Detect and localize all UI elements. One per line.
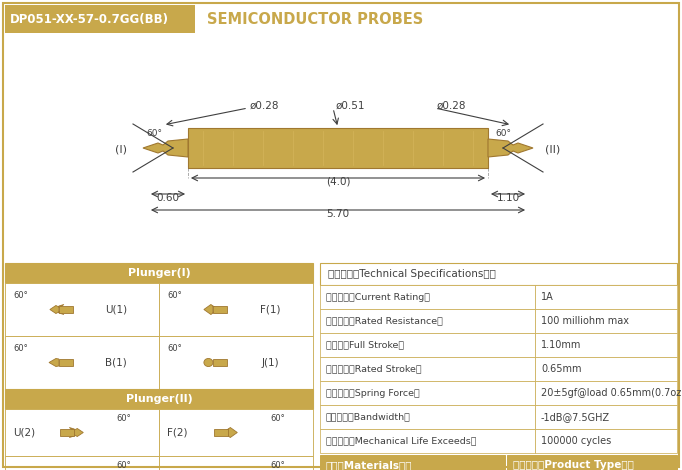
Bar	[535, 429, 677, 453]
Bar	[5, 389, 313, 409]
Text: 成品型号（Product Type）：: 成品型号（Product Type）：	[513, 460, 634, 470]
Bar	[320, 333, 535, 357]
Bar	[535, 285, 677, 309]
Bar	[59, 359, 73, 366]
Bar	[320, 405, 535, 429]
Text: ø0.28: ø0.28	[437, 101, 466, 111]
Text: 60°: 60°	[167, 291, 181, 300]
Text: ø0.28: ø0.28	[250, 101, 280, 111]
Text: 满行程（Full Stroke）: 满行程（Full Stroke）	[326, 340, 404, 350]
Text: 额定弹力（Spring Force）: 额定弹力（Spring Force）	[326, 389, 419, 398]
Bar	[5, 336, 159, 389]
Text: 60°: 60°	[13, 291, 28, 300]
Text: 测试寿命（Mechanical Life Exceeds）: 测试寿命（Mechanical Life Exceeds）	[326, 437, 477, 446]
Polygon shape	[50, 305, 64, 314]
Bar	[320, 429, 535, 453]
Text: 额定行程（Rated Stroke）: 额定行程（Rated Stroke）	[326, 365, 421, 374]
Ellipse shape	[204, 359, 213, 367]
Polygon shape	[70, 428, 83, 438]
Bar	[5, 5, 195, 33]
Bar	[535, 309, 677, 333]
Text: U(1): U(1)	[105, 305, 127, 314]
Bar	[535, 381, 677, 405]
Text: 100 milliohm max: 100 milliohm max	[541, 316, 629, 326]
Text: F(1): F(1)	[260, 305, 280, 314]
Text: 60°: 60°	[116, 461, 131, 470]
Bar	[5, 263, 313, 283]
Text: ø0.51: ø0.51	[336, 101, 366, 111]
Bar	[159, 456, 313, 470]
Text: 技术要求（Technical Specifications）：: 技术要求（Technical Specifications）：	[328, 269, 496, 279]
Text: 材质（Materials）：: 材质（Materials）：	[326, 460, 413, 470]
Text: 额定电流（Current Rating）: 额定电流（Current Rating）	[326, 292, 430, 301]
Bar	[5, 283, 159, 336]
Text: 60°: 60°	[146, 130, 162, 139]
Bar	[535, 357, 677, 381]
Bar	[535, 333, 677, 357]
Text: 60°: 60°	[270, 414, 284, 423]
Text: B(1): B(1)	[105, 358, 127, 368]
Text: 1.10mm: 1.10mm	[541, 340, 581, 350]
Text: J(1): J(1)	[261, 358, 279, 368]
Bar	[213, 359, 227, 366]
Bar	[320, 309, 535, 333]
Text: 1A: 1A	[541, 292, 554, 302]
Polygon shape	[488, 139, 533, 157]
Text: 60°: 60°	[116, 414, 131, 423]
Bar	[159, 283, 313, 336]
Text: 20±5gf@load 0.65mm(0.7oz): 20±5gf@load 0.65mm(0.7oz)	[541, 388, 682, 398]
Bar	[320, 381, 535, 405]
Text: SEMICONDUCTOR PROBES: SEMICONDUCTOR PROBES	[207, 11, 424, 26]
Text: U(2): U(2)	[13, 428, 35, 438]
Bar	[320, 285, 535, 309]
Text: 60°: 60°	[270, 461, 284, 470]
Text: (II): (II)	[545, 145, 560, 155]
Text: 100000 cycles: 100000 cycles	[541, 436, 611, 446]
Bar	[320, 263, 677, 285]
Text: DP051-XX-57-0.7GG(BB): DP051-XX-57-0.7GG(BB)	[10, 13, 169, 25]
Polygon shape	[49, 359, 59, 367]
Text: (4.0): (4.0)	[326, 177, 351, 187]
Text: Plunger(II): Plunger(II)	[125, 394, 192, 404]
Text: Plunger(I): Plunger(I)	[128, 268, 190, 278]
Bar	[535, 405, 677, 429]
Bar	[5, 409, 159, 456]
Bar	[59, 306, 73, 313]
Bar	[320, 357, 535, 381]
Bar	[60, 429, 74, 436]
Polygon shape	[226, 428, 237, 438]
Bar	[213, 306, 227, 313]
Polygon shape	[188, 128, 488, 168]
Text: (I): (I)	[115, 145, 127, 155]
Text: 额定电阵（Rated Resistance）: 额定电阵（Rated Resistance）	[326, 316, 443, 326]
Text: 0.65mm: 0.65mm	[541, 364, 582, 374]
Bar	[214, 429, 228, 436]
Bar	[159, 409, 313, 456]
Bar	[507, 455, 677, 470]
Bar	[5, 456, 159, 470]
Text: -1dB@7.5GHZ: -1dB@7.5GHZ	[541, 412, 610, 422]
Text: 0.60: 0.60	[156, 193, 179, 203]
Text: 1.10: 1.10	[496, 193, 520, 203]
Polygon shape	[204, 305, 215, 314]
Bar	[159, 336, 313, 389]
Text: 60°: 60°	[13, 344, 28, 353]
Bar	[320, 455, 505, 470]
Text: 60°: 60°	[495, 130, 511, 139]
Text: 60°: 60°	[167, 344, 181, 353]
Polygon shape	[143, 139, 188, 157]
Text: F(2): F(2)	[167, 428, 188, 438]
Text: 频率带宽（Bandwidth）: 频率带宽（Bandwidth）	[326, 413, 411, 422]
Text: 5.70: 5.70	[327, 209, 350, 219]
